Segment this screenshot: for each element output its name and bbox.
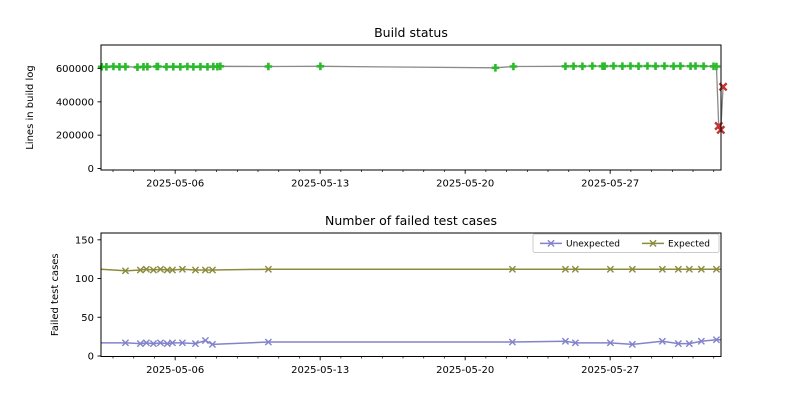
y-tick-label: 0 [88, 351, 94, 362]
failed-test-cases-title: Number of failed test cases [325, 213, 497, 228]
legend-label: Unexpected [566, 240, 620, 250]
y-tick-label: 400000 [56, 97, 94, 108]
x-tick-label: 2025-05-27 [581, 179, 639, 190]
build-status-title: Build status [374, 25, 448, 40]
y-tick-label: 150 [75, 235, 94, 246]
legend: Unexpected Expected [532, 233, 720, 253]
failed-test-cases-ylabel: Failed test cases [50, 253, 61, 336]
x-tick-label: 2025-05-27 [581, 365, 639, 376]
x-tick-label: 2025-05-13 [291, 365, 349, 376]
x-tick-label: 2025-05-20 [436, 365, 494, 376]
build-status-ylabel: Lines in build log [25, 65, 36, 150]
build-status-chart: Build status 0 200000 400000 600000 2025-05-0… [25, 25, 728, 190]
y-tick-label: 600000 [56, 64, 94, 75]
axes-frame [100, 232, 722, 357]
failed-test-cases-chart: Number of failed test cases 0 50 100 150 2025… [50, 213, 722, 376]
Unexpected-line [101, 338, 721, 346]
Expected-line [100, 268, 721, 272]
axes-frame [100, 44, 722, 171]
builds-line [101, 65, 724, 133]
legend-label: Expected [668, 240, 710, 250]
y-tick-label: 200000 [56, 131, 94, 142]
x-tick-label: 2025-05-06 [146, 365, 204, 376]
x-tick-label: 2025-05-06 [146, 179, 204, 190]
y-tick-label: 50 [81, 313, 94, 324]
y-tick-label: 0 [88, 164, 94, 175]
x-tick-label: 2025-05-13 [291, 179, 349, 190]
y-tick-label: 100 [75, 274, 94, 285]
x-tick-label: 2025-05-20 [436, 179, 494, 190]
